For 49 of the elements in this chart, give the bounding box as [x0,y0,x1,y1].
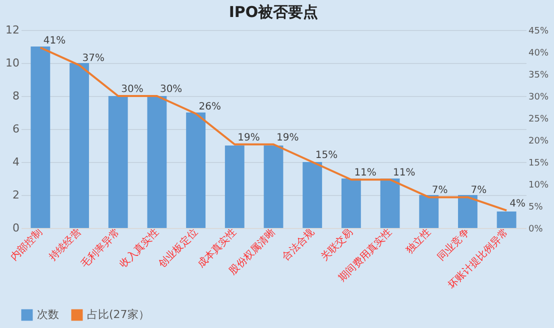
bar [496,212,516,228]
data-label: 7% [470,185,487,196]
y-tick-label: 8 [12,90,20,102]
y2-tick-label: 20% [528,136,549,146]
data-label: 19% [276,132,299,144]
y2-tick-label: 45% [528,26,549,36]
data-label: 7% [432,185,448,196]
bar [341,178,361,228]
bar [147,96,167,228]
data-label: 4% [510,198,526,210]
y-tick-label: 4 [12,156,20,168]
y-tick-label: 6 [12,122,20,136]
data-label: 26% [198,102,222,113]
data-label: 41% [43,36,66,47]
bar [302,162,322,228]
y2-tick-label: 5% [528,202,544,212]
data-label: 30% [121,84,144,95]
data-label: 11% [354,168,376,179]
y2-tick-label: 0% [528,224,544,234]
y-tick-label: 0 [12,222,20,234]
y2-tick-label: 15% [528,158,549,168]
y2-tick-label: 25% [528,114,549,124]
data-label: 11% [393,168,416,179]
y2-tick-label: 10% [528,180,549,190]
y2-tick-label: 40% [528,48,549,58]
bar [186,112,206,228]
x-tick-label: 合法合规 [280,226,317,264]
y2-tick-label: 30% [528,92,549,102]
y2-tick-label: 35% [528,70,549,80]
bar [224,146,244,228]
legend-label: 占比(27家） [87,308,150,321]
data-label: 19% [238,132,260,144]
y-tick-label: 10 [6,56,20,70]
y-tick-label: 12 [6,24,20,36]
data-label: 15% [315,150,338,161]
bar [380,178,400,228]
bar [70,63,89,228]
line-series [39,46,508,212]
chart-title: IPO被否要点 [228,3,318,21]
bar [108,96,128,228]
y-tick-label: 2 [12,188,20,202]
bar [419,195,439,228]
legend-label: 次数 [37,308,59,321]
data-label: 37% [82,53,105,64]
bar [264,146,284,228]
data-label: 30% [160,84,182,95]
bar [30,46,50,228]
bar [458,195,478,228]
x-tick-label: 独立性 [403,226,434,256]
